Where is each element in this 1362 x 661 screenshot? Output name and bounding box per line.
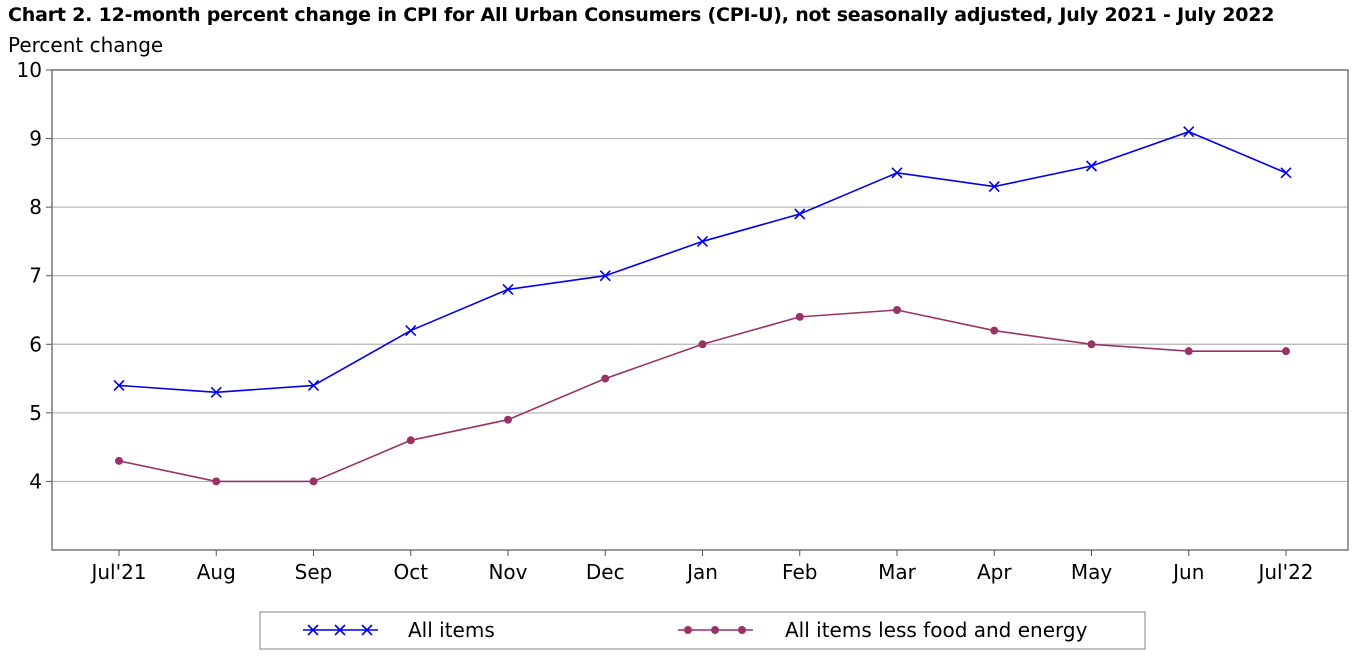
core-data-point <box>309 477 318 486</box>
x-tick-label: Jan <box>685 560 718 584</box>
x-tick-label: Dec <box>586 560 625 584</box>
legend-swatch-marker <box>334 624 346 636</box>
legend-label: All items <box>408 618 495 642</box>
x-tick-label: Aug <box>197 560 236 584</box>
x-tick-label: Oct <box>393 560 428 584</box>
y-tick-label: 6 <box>29 332 42 356</box>
all-items-data-point <box>307 379 320 391</box>
x-tick-label: Jul'21 <box>89 560 146 584</box>
x-tick-label: Apr <box>977 560 1012 584</box>
legend-swatch-marker <box>711 626 719 634</box>
core-data-point <box>990 326 999 335</box>
y-tick-label: 10 <box>17 58 42 82</box>
all-items-data-point <box>696 235 709 247</box>
x-tick-label: Feb <box>782 560 817 584</box>
all-items-data-point <box>210 386 222 398</box>
all-items-data-point <box>1085 160 1098 172</box>
core-data-point <box>1087 340 1096 349</box>
core-data-point <box>504 415 512 424</box>
grid-lines <box>52 69 1348 483</box>
x-tick-label: Jul'22 <box>1256 560 1313 584</box>
all-items-data-point <box>988 181 1000 193</box>
core-data-point <box>1282 347 1290 356</box>
y-tick-label: 8 <box>29 195 42 219</box>
x-tick-label: Sep <box>295 560 333 584</box>
core-data-point <box>1184 347 1193 356</box>
y-tick-label: 4 <box>29 469 42 493</box>
core-data-point <box>893 306 901 314</box>
all-items-data-point <box>113 379 125 391</box>
legend-swatch-marker <box>684 626 692 634</box>
core-data-point <box>795 312 804 321</box>
legend-swatch-marker <box>307 624 319 636</box>
y-tick-label: 7 <box>29 264 42 288</box>
legend-swatch-marker <box>738 626 746 634</box>
legend-item-core: All items less food and energy <box>678 618 1088 642</box>
all-items-data-point <box>891 167 903 179</box>
all-items-data-point <box>1280 167 1292 179</box>
all-items-data-point <box>794 208 806 220</box>
all-items-series-line <box>118 130 1287 394</box>
core-data-point <box>698 340 707 349</box>
series-lines <box>113 126 1292 486</box>
x-tick-label: May <box>1071 560 1113 584</box>
x-tick-label: Jun <box>1171 560 1204 584</box>
all-items-data-point <box>599 270 611 282</box>
core-data-point <box>115 456 123 465</box>
legend: All items All items less food and energy <box>259 611 1146 650</box>
y-axis-label: Percent change <box>8 33 163 57</box>
x-tick-label: Nov <box>488 560 527 584</box>
chart-title: Chart 2. 12-month percent change in CPI … <box>8 4 1275 26</box>
legend-swatch-marker <box>361 624 373 636</box>
core-data-point <box>406 436 415 445</box>
legend-label: All items less food and energy <box>785 618 1088 642</box>
x-axis-ticks: Jul'21 Aug Sep Oct Nov Dec Jan Feb Mar Apr May Jun J… <box>89 550 1314 584</box>
core-data-point <box>212 477 221 486</box>
all-items-data-point <box>405 325 417 337</box>
y-tick-label: 9 <box>29 127 42 151</box>
all-items-data-point <box>502 283 514 295</box>
core-series-line <box>118 309 1286 483</box>
y-tick-label: 5 <box>29 401 42 425</box>
x-tick-label: Mar <box>878 560 917 584</box>
core-data-point <box>601 374 610 383</box>
plot-area <box>51 69 1349 551</box>
y-axis-ticks: 4 5 6 7 8 9 10 <box>17 58 52 493</box>
legend-item-all-items: All items <box>303 618 495 642</box>
all-items-data-point <box>1183 126 1195 138</box>
